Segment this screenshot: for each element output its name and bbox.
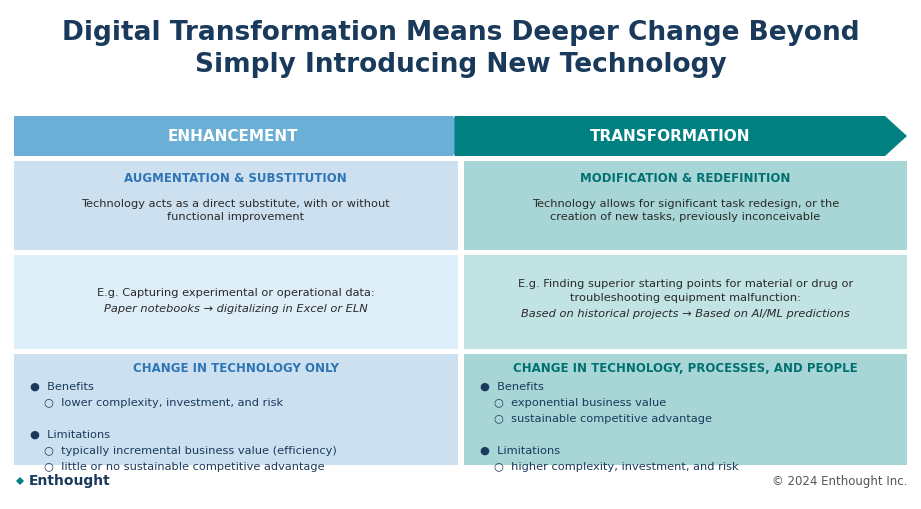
FancyBboxPatch shape xyxy=(14,354,458,465)
Text: ENHANCEMENT: ENHANCEMENT xyxy=(168,128,298,144)
FancyBboxPatch shape xyxy=(14,161,458,250)
Text: ●  Benefits: ● Benefits xyxy=(480,382,543,392)
Polygon shape xyxy=(454,116,907,156)
FancyBboxPatch shape xyxy=(463,255,907,349)
Text: ○  lower complexity, investment, and risk: ○ lower complexity, investment, and risk xyxy=(44,398,283,408)
FancyBboxPatch shape xyxy=(14,255,458,349)
Text: Simply Introducing New Technology: Simply Introducing New Technology xyxy=(194,52,727,78)
Text: ○  typically incremental business value (efficiency): ○ typically incremental business value (… xyxy=(44,446,337,456)
Text: E.g. Capturing experimental or operational data:: E.g. Capturing experimental or operation… xyxy=(97,288,375,298)
Text: Technology allows for significant task redesign, or the
creation of new tasks, p: Technology allows for significant task r… xyxy=(531,199,839,222)
Text: MODIFICATION & REDEFINITION: MODIFICATION & REDEFINITION xyxy=(580,172,790,184)
Text: Technology acts as a direct substitute, with or without
functional improvement: Technology acts as a direct substitute, … xyxy=(81,199,391,222)
Text: Digital Transformation Means Deeper Change Beyond: Digital Transformation Means Deeper Chan… xyxy=(62,20,859,46)
Text: CHANGE IN TECHNOLOGY ONLY: CHANGE IN TECHNOLOGY ONLY xyxy=(133,362,339,376)
Text: Based on historical projects → Based on AI/ML predictions: Based on historical projects → Based on … xyxy=(521,309,850,319)
Text: ○  exponential business value: ○ exponential business value xyxy=(494,398,666,408)
Text: ○  sustainable competitive advantage: ○ sustainable competitive advantage xyxy=(494,414,712,424)
Polygon shape xyxy=(14,116,474,156)
FancyBboxPatch shape xyxy=(463,354,907,465)
Text: Paper notebooks → digitalizing in Excel or ELN: Paper notebooks → digitalizing in Excel … xyxy=(104,304,367,314)
FancyBboxPatch shape xyxy=(463,161,907,250)
Text: ●  Benefits: ● Benefits xyxy=(30,382,94,392)
Text: © 2024 Enthought Inc.: © 2024 Enthought Inc. xyxy=(772,474,907,488)
Text: ●  Limitations: ● Limitations xyxy=(30,430,111,440)
Text: TRANSFORMATION: TRANSFORMATION xyxy=(589,128,750,144)
Text: E.g. Finding superior starting points for material or drug or: E.g. Finding superior starting points fo… xyxy=(518,279,853,289)
Text: AUGMENTATION & SUBSTITUTION: AUGMENTATION & SUBSTITUTION xyxy=(124,172,347,184)
Polygon shape xyxy=(16,477,24,485)
Text: ○  little or no sustainable competitive advantage: ○ little or no sustainable competitive a… xyxy=(44,462,324,472)
Text: ○  higher complexity, investment, and risk: ○ higher complexity, investment, and ris… xyxy=(494,462,738,472)
Text: troubleshooting equipment malfunction:: troubleshooting equipment malfunction: xyxy=(570,293,800,303)
Text: CHANGE IN TECHNOLOGY, PROCESSES, AND PEOPLE: CHANGE IN TECHNOLOGY, PROCESSES, AND PEO… xyxy=(513,362,857,376)
Text: ●  Limitations: ● Limitations xyxy=(480,446,560,456)
Text: Enthought: Enthought xyxy=(29,474,111,488)
